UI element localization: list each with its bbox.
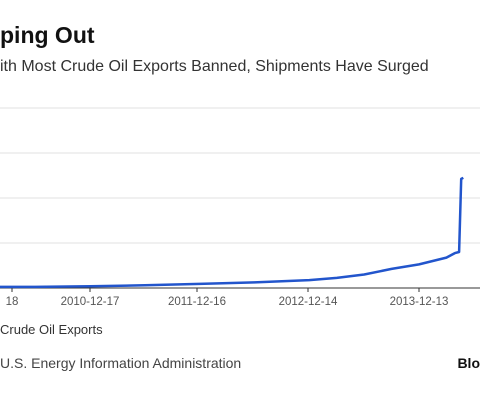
series-group (0, 176, 464, 289)
x-tick-label: 2010-12-17 (61, 296, 120, 308)
x-ticks: 18 2010-12-17 2011-12-16 2012-12-14 2013-12-… (6, 288, 449, 308)
chart-title: ping Out (0, 22, 95, 48)
grid-lines (0, 107, 480, 244)
x-tick-label: 2012-12-14 (279, 296, 338, 308)
x-tick-label: 2011-12-16 (168, 296, 226, 308)
brand-logo-text: Blo (457, 355, 480, 371)
series-line-crude-oil-exports (0, 176, 464, 289)
x-tick-label: 2013-12-13 (390, 296, 449, 308)
source-note: U.S. Energy Information Administration (0, 355, 242, 371)
chart-subtitle: ith Most Crude Oil Exports Banned, Shipm… (0, 58, 429, 75)
x-tick-label: 18 (6, 296, 19, 308)
legend-item-crude-oil-exports: Crude Oil Exports (0, 322, 103, 337)
